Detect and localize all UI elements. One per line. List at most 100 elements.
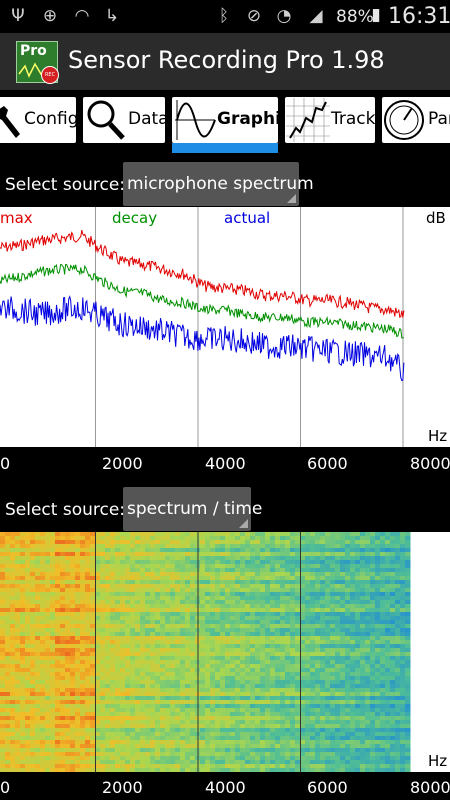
heatmap-cell: [380, 596, 386, 601]
heatmap-cell: [270, 532, 276, 537]
heatmap-cell: [65, 716, 71, 721]
heatmap-cell: [140, 740, 146, 745]
heatmap-cell: [315, 752, 321, 757]
heatmap-cell: [15, 728, 21, 733]
heatmap-cell: [300, 660, 306, 665]
tab-config[interactable]: Config: [0, 97, 76, 143]
heatmap-cell: [330, 632, 336, 637]
heatmap-cell: [375, 712, 381, 717]
heatmap-cell: [120, 768, 126, 773]
heatmap-cell: [105, 580, 111, 585]
heatmap-cell: [345, 668, 351, 673]
heatmap-cell: [70, 588, 76, 593]
heatmap-cell: [165, 588, 171, 593]
heatmap-cell: [115, 696, 121, 701]
heatmap-cell: [95, 660, 101, 665]
heatmap-cell: [65, 636, 71, 641]
heatmap-cell: [105, 684, 111, 689]
heatmap-cell: [405, 708, 411, 713]
heatmap-cell: [165, 644, 171, 649]
heatmap-cell: [95, 648, 101, 653]
heatmap-cell: [165, 624, 171, 629]
heatmap-cell: [10, 652, 16, 657]
tab-track[interactable]: Track: [285, 97, 375, 143]
heatmap-cell: [305, 552, 311, 557]
heatmap-cell: [10, 740, 16, 745]
tab-par[interactable]: Par: [382, 97, 450, 143]
heatmap-cell: [370, 568, 376, 573]
heatmap-cell: [85, 716, 91, 721]
heatmap-cell: [295, 584, 301, 589]
heatmap-cell: [190, 636, 196, 641]
heatmap-cell: [65, 700, 71, 705]
heatmap-cell: [405, 624, 411, 629]
heatmap-cell: [200, 672, 206, 677]
heatmap-cell: [170, 588, 176, 593]
heatmap-cell: [155, 580, 161, 585]
heatmap-cell: [140, 668, 146, 673]
heatmap-cell: [190, 568, 196, 573]
heatmap-cell: [190, 692, 196, 697]
heatmap-cell: [220, 548, 226, 553]
heatmap-cell: [315, 740, 321, 745]
heatmap-cell: [165, 536, 171, 541]
heatmap-cell: [75, 740, 81, 745]
heatmap-cell: [350, 532, 356, 537]
heatmap-cell: [280, 604, 286, 609]
heatmap-cell: [110, 532, 116, 537]
heatmap-cell: [55, 720, 61, 725]
heatmap-cell: [115, 544, 121, 549]
heatmap-cell: [295, 728, 301, 733]
heatmap-cell: [155, 552, 161, 557]
heatmap-cell: [295, 756, 301, 761]
heatmap-cell: [290, 712, 296, 717]
heatmap-cell: [330, 536, 336, 541]
heatmap-cell: [135, 664, 141, 669]
heatmap-cell: [250, 740, 256, 745]
heatmap-cell: [5, 716, 11, 721]
heatmap-cell: [20, 536, 26, 541]
source-dropdown-2[interactable]: spectrum / time: [123, 487, 262, 531]
heatmap-cell: [20, 688, 26, 693]
heatmap-cell: [245, 748, 251, 753]
heatmap-cell: [350, 652, 356, 657]
heatmap-cell: [20, 744, 26, 749]
heatmap-cell: [95, 712, 101, 717]
heatmap-cell: [330, 768, 336, 773]
heatmap-cell: [170, 544, 176, 549]
heatmap-cell: [80, 636, 86, 641]
heatmap-cell: [235, 628, 241, 633]
heatmap-cell: [60, 676, 66, 681]
heatmap-cell: [40, 612, 46, 617]
heatmap-cell: [400, 600, 406, 605]
heatmap-cell: [245, 672, 251, 677]
heatmap-cell: [350, 728, 356, 733]
heatmap-cell: [100, 628, 106, 633]
heatmap-cell: [125, 568, 131, 573]
heatmap-cell: [175, 632, 181, 637]
heatmap-cell: [160, 584, 166, 589]
heatmap-cell: [0, 536, 6, 541]
tab-graphic[interactable]: Graphic: [172, 97, 278, 143]
source-dropdown-1[interactable]: microphone spectrum: [123, 162, 314, 206]
heatmap-cell: [360, 580, 366, 585]
heatmap-cell: [65, 544, 71, 549]
heatmap-cell: [0, 592, 6, 597]
heatmap-cell: [35, 680, 41, 685]
heatmap-cell: [220, 560, 226, 565]
heatmap-cell: [335, 540, 341, 545]
heatmap-cell: [165, 684, 171, 689]
heatmap-cell: [395, 640, 401, 645]
heatmap-cell: [40, 652, 46, 657]
x-tick-label: 2000: [102, 454, 143, 473]
tab-data[interactable]: Data: [83, 97, 165, 143]
heatmap-cell: [395, 756, 401, 761]
heatmap-cell: [75, 608, 81, 613]
heatmap-cell: [30, 536, 36, 541]
heatmap-cell: [265, 756, 271, 761]
heatmap-cell: [145, 588, 151, 593]
heatmap-cell: [170, 656, 176, 661]
heatmap-cell: [120, 608, 126, 613]
heatmap-cell: [160, 756, 166, 761]
heatmap-cell: [345, 552, 351, 557]
